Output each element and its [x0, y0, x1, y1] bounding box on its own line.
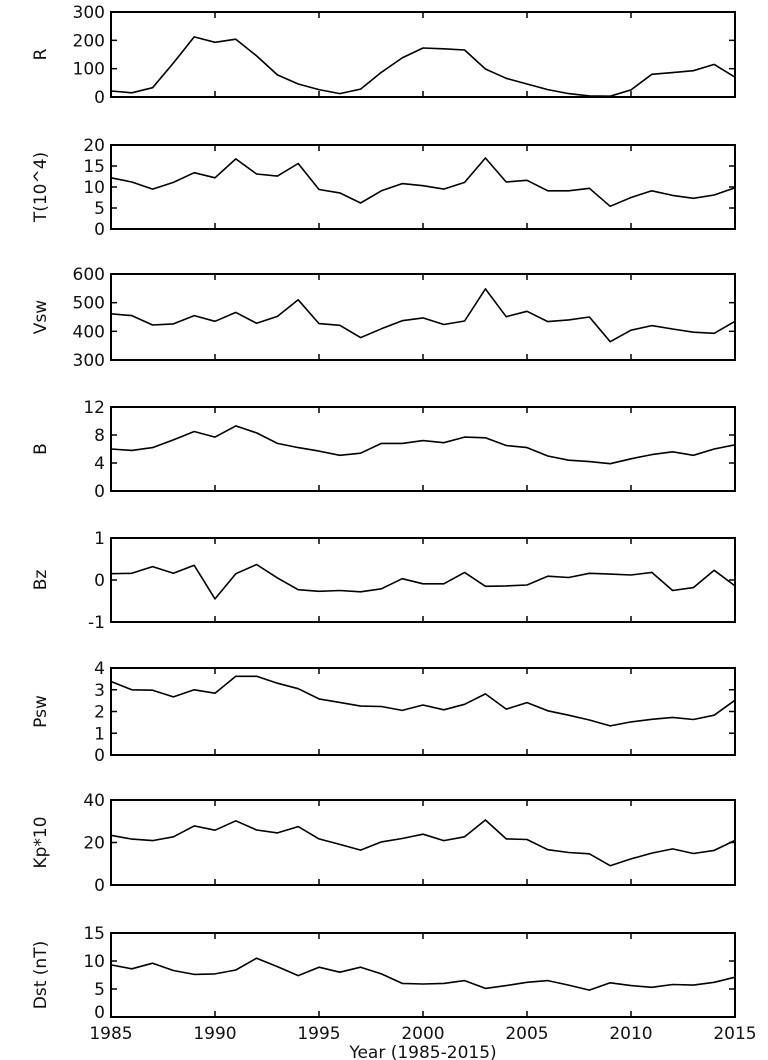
- y-axis-label: Dst (nT): [31, 941, 51, 1009]
- y-tick-label: 300: [73, 351, 105, 371]
- series-line-4: [110, 425, 736, 465]
- plot-frame: [110, 406, 736, 492]
- y-tick-label: 200: [73, 31, 105, 51]
- y-tick-label: 40: [83, 791, 105, 811]
- panel-7: 0 20 40 Kp*10: [31, 791, 736, 896]
- series-line-3: [110, 288, 736, 343]
- plot-frame: [110, 932, 736, 1018]
- plot-frame: [110, 144, 736, 230]
- y-tick-label: 15: [83, 157, 105, 177]
- y-tick-label: 10: [83, 178, 105, 198]
- y-axis-label: Psw: [31, 695, 51, 728]
- y-tick-label: 8: [94, 426, 105, 446]
- plot-frame: [110, 799, 736, 886]
- y-axis-label: Kp*10: [31, 816, 51, 868]
- series-line-5: [110, 563, 736, 600]
- x-tick-label: 2000: [401, 1024, 444, 1044]
- x-tick-label: 2015: [713, 1024, 756, 1044]
- x-tick-label: 1990: [193, 1024, 236, 1044]
- plot-frame: [110, 11, 736, 98]
- y-tick-label: 0: [94, 746, 105, 766]
- y-tick-label: 500: [73, 294, 105, 314]
- y-tick-label: 10: [83, 952, 105, 972]
- plot-frame: [110, 537, 736, 623]
- panel-4: 0 4 8 12 B: [31, 398, 736, 502]
- y-tick-label: 5: [94, 199, 105, 219]
- series-line-6: [110, 675, 736, 727]
- y-tick-label: 4: [94, 454, 105, 474]
- y-axis-label: B: [31, 443, 51, 455]
- y-tick-label: -1: [88, 613, 105, 633]
- y-tick-label: 2: [94, 703, 105, 723]
- y-tick-label: 400: [73, 322, 105, 342]
- y-tick-label: 15: [83, 924, 105, 944]
- x-tick-label: 2010: [609, 1024, 652, 1044]
- y-axis-label: Bz: [31, 570, 51, 591]
- x-axis-label: Year (1985-2015): [348, 1043, 496, 1060]
- y-tick-label: 20: [83, 834, 105, 854]
- panel-3: 300 400 500 600 Vsw: [31, 265, 736, 371]
- series-line-7: [110, 819, 736, 867]
- y-tick-label: 0: [94, 571, 105, 591]
- y-tick-label: 0: [94, 88, 105, 108]
- y-axis-label: T(10^4): [31, 152, 51, 223]
- x-tick-label: 1995: [297, 1024, 340, 1044]
- y-tick-label: 600: [73, 265, 105, 285]
- y-tick-label: 300: [73, 3, 105, 23]
- plot-frame: [110, 667, 736, 756]
- y-tick-label: 1: [94, 529, 105, 549]
- plot-frame: [110, 273, 736, 361]
- y-tick-label: 1: [94, 724, 105, 744]
- panel-5: -1 0 1 Bz: [31, 529, 736, 633]
- y-axis-label: R: [31, 48, 51, 60]
- y-axis-label: Vsw: [31, 300, 51, 334]
- y-tick-label: 3: [94, 681, 105, 701]
- y-tick-label: 100: [73, 60, 105, 80]
- series-line-8: [110, 957, 736, 991]
- y-tick-label: 0: [94, 1003, 105, 1023]
- x-tick-label: 1985: [89, 1024, 132, 1044]
- y-tick-label: 12: [83, 398, 105, 418]
- series-line-2: [110, 157, 736, 208]
- panel-1: 0 100 200 300 R: [31, 3, 736, 108]
- y-tick-label: 5: [94, 980, 105, 1000]
- y-tick-label: 4: [94, 659, 105, 679]
- y-tick-label: 20: [83, 136, 105, 156]
- y-tick-label: 0: [94, 876, 105, 896]
- y-tick-label: 0: [94, 220, 105, 240]
- y-tick-label: 0: [94, 482, 105, 502]
- x-tick-label: 2005: [505, 1024, 548, 1044]
- series-line-1: [110, 36, 736, 97]
- panel-8: 0 5 10 15 Dst (nT): [31, 924, 736, 1023]
